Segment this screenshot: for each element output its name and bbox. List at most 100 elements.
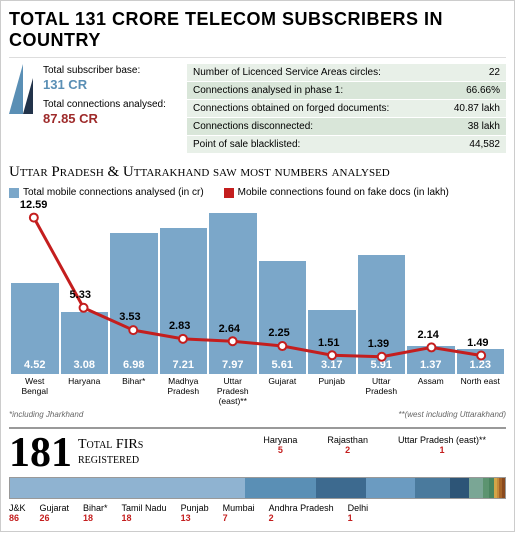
bar-group: 7.21 bbox=[160, 228, 208, 374]
left-stats: Total subscriber base: 131 CR Total conn… bbox=[9, 64, 179, 154]
stats-value: 66.66% bbox=[466, 85, 500, 96]
stats-row: Connections obtained on forged documents… bbox=[187, 100, 506, 118]
stats-label: Connections analysed in phase 1: bbox=[193, 85, 343, 96]
main-title: TOTAL 131 CRORE TELECOM SUBSCRIBERS IN C… bbox=[9, 9, 506, 51]
line-value: 2.83 bbox=[169, 320, 190, 332]
fir-top-item: Uttar Pradesh (east)**1 bbox=[398, 435, 486, 455]
line-value: 1.39 bbox=[368, 338, 389, 350]
stats-value: 22 bbox=[489, 67, 500, 78]
bar: 6.98 bbox=[110, 233, 158, 374]
legend-box-line bbox=[224, 188, 234, 198]
top-section: Total subscriber base: 131 CR Total conn… bbox=[9, 64, 506, 154]
fir-total: 181 bbox=[9, 435, 72, 473]
line-value: 2.25 bbox=[268, 327, 289, 339]
fir-bottom-item: Tamil Nadu18 bbox=[122, 503, 167, 523]
x-label: Uttar Pradesh bbox=[358, 376, 406, 406]
fir-segment bbox=[469, 478, 483, 498]
bar-value: 1.37 bbox=[420, 359, 441, 371]
fir-bottom-item: Andhra Pradesh2 bbox=[269, 503, 334, 523]
stats-label: Number of Licenced Service Areas circles… bbox=[193, 67, 381, 78]
bar: 1.23 bbox=[457, 349, 505, 374]
line-value: 5.33 bbox=[70, 289, 91, 301]
fir-segment bbox=[450, 478, 469, 498]
bar-group: 4.52 bbox=[11, 283, 59, 374]
divider bbox=[9, 57, 506, 58]
fir-bottom-item: Bihar*18 bbox=[83, 503, 108, 523]
fir-segment bbox=[10, 478, 245, 498]
stats-label: Point of sale blacklisted: bbox=[193, 139, 300, 150]
x-label: Bihar* bbox=[110, 376, 158, 406]
stats-row: Number of Licenced Service Areas circles… bbox=[187, 64, 506, 82]
stat-text: Total subscriber base: 131 CR Total conn… bbox=[43, 64, 166, 128]
x-label: Uttar Pradesh (east)** bbox=[209, 376, 257, 406]
line-value: 12.59 bbox=[20, 199, 48, 211]
bar: 5.61 bbox=[259, 261, 307, 374]
bar-value: 3.17 bbox=[321, 359, 342, 371]
bar-group: 1.37 bbox=[407, 346, 455, 374]
bar-group: 1.23 bbox=[457, 349, 505, 374]
stats-row: Connections analysed in phase 1: 66.66% bbox=[187, 82, 506, 100]
bar-value: 5.61 bbox=[272, 359, 293, 371]
bar: 7.21 bbox=[160, 228, 208, 374]
bar-group: 7.97 bbox=[209, 213, 257, 374]
fir-segment bbox=[366, 478, 415, 498]
bar-value: 7.97 bbox=[222, 359, 243, 371]
bar: 3.08 bbox=[61, 312, 109, 374]
stats-value: 44,582 bbox=[469, 139, 500, 150]
line-value: 1.51 bbox=[318, 337, 339, 349]
chart-footnotes: *including Jharkhand **(west including U… bbox=[9, 410, 506, 419]
legend-line: Mobile connections found on fake docs (i… bbox=[224, 187, 449, 198]
stats-table: Number of Licenced Service Areas circles… bbox=[187, 64, 506, 154]
bar-value: 3.08 bbox=[74, 359, 95, 371]
bar-group: 3.08 bbox=[61, 312, 109, 374]
bar-chart: 4.52 3.08 6.98 7.21 7.97 5.61 3.17 5.91 1.37 1.23… bbox=[9, 204, 506, 374]
stat-total-base: Total subscriber base: 131 CR bbox=[43, 64, 166, 94]
stats-label: Connections obtained on forged documents… bbox=[193, 103, 389, 114]
fir-segment bbox=[502, 478, 505, 498]
bar-value: 6.98 bbox=[123, 359, 144, 371]
x-label: West Bengal bbox=[11, 376, 59, 406]
fir-bottom-item: Delhi1 bbox=[348, 503, 369, 523]
fir-bottom-item: Gujarat26 bbox=[40, 503, 70, 523]
fir-stacked-bar bbox=[9, 477, 506, 499]
x-axis-labels: West BengalHaryanaBihar*Madhya PradeshUt… bbox=[9, 376, 506, 406]
x-label: North east bbox=[457, 376, 505, 406]
bar-group: 5.91 bbox=[358, 255, 406, 374]
line-value: 1.49 bbox=[467, 337, 488, 349]
total-base-value: 131 CR bbox=[43, 77, 166, 94]
fir-top-item: Haryana5 bbox=[263, 435, 297, 455]
bar: 7.97 bbox=[209, 213, 257, 374]
analysed-value: 87.85 CR bbox=[43, 111, 166, 128]
legend-box-bars bbox=[9, 188, 19, 198]
bar-value: 7.21 bbox=[173, 359, 194, 371]
line-value: 2.64 bbox=[219, 323, 240, 335]
infographic-container: TOTAL 131 CRORE TELECOM SUBSCRIBERS IN C… bbox=[0, 0, 515, 532]
stats-row: Connections disconnected:38 lakh bbox=[187, 118, 506, 136]
fir-header: 181 Total FIRs registered Haryana5Rajast… bbox=[9, 435, 506, 473]
bar-group: 6.98 bbox=[110, 233, 158, 374]
footnote-right: **(west including Uttarakhand) bbox=[398, 410, 506, 419]
line-value: 3.53 bbox=[119, 311, 140, 323]
x-label: Madhya Pradesh bbox=[160, 376, 208, 406]
fir-segment bbox=[415, 478, 451, 498]
x-label: Assam bbox=[407, 376, 455, 406]
fir-segment bbox=[245, 478, 316, 498]
fir-section: 181 Total FIRs registered Haryana5Rajast… bbox=[9, 427, 506, 523]
fir-segment bbox=[316, 478, 365, 498]
legend-bars: Total mobile connections analysed (in cr… bbox=[9, 187, 204, 198]
bar-group: 5.61 bbox=[259, 261, 307, 374]
stats-label: Connections disconnected: bbox=[193, 121, 313, 132]
triangle-icon bbox=[9, 64, 37, 114]
fir-bottom-item: Mumbai7 bbox=[223, 503, 255, 523]
bar-value: 4.52 bbox=[24, 359, 45, 371]
fir-label: Total FIRs registered bbox=[78, 435, 143, 468]
fir-top-labels: Haryana5Rajasthan2Uttar Pradesh (east)**… bbox=[263, 435, 506, 455]
x-label: Gujarat bbox=[259, 376, 307, 406]
stats-value: 40.87 lakh bbox=[454, 103, 500, 114]
fir-bottom-item: Punjab13 bbox=[181, 503, 209, 523]
bar-value: 5.91 bbox=[371, 359, 392, 371]
x-label: Punjab bbox=[308, 376, 356, 406]
line-value: 2.14 bbox=[417, 329, 438, 341]
chart-subtitle: Uttar Pradesh & Uttarakhand saw most num… bbox=[9, 164, 506, 181]
chart-legend: Total mobile connections analysed (in cr… bbox=[9, 187, 506, 198]
